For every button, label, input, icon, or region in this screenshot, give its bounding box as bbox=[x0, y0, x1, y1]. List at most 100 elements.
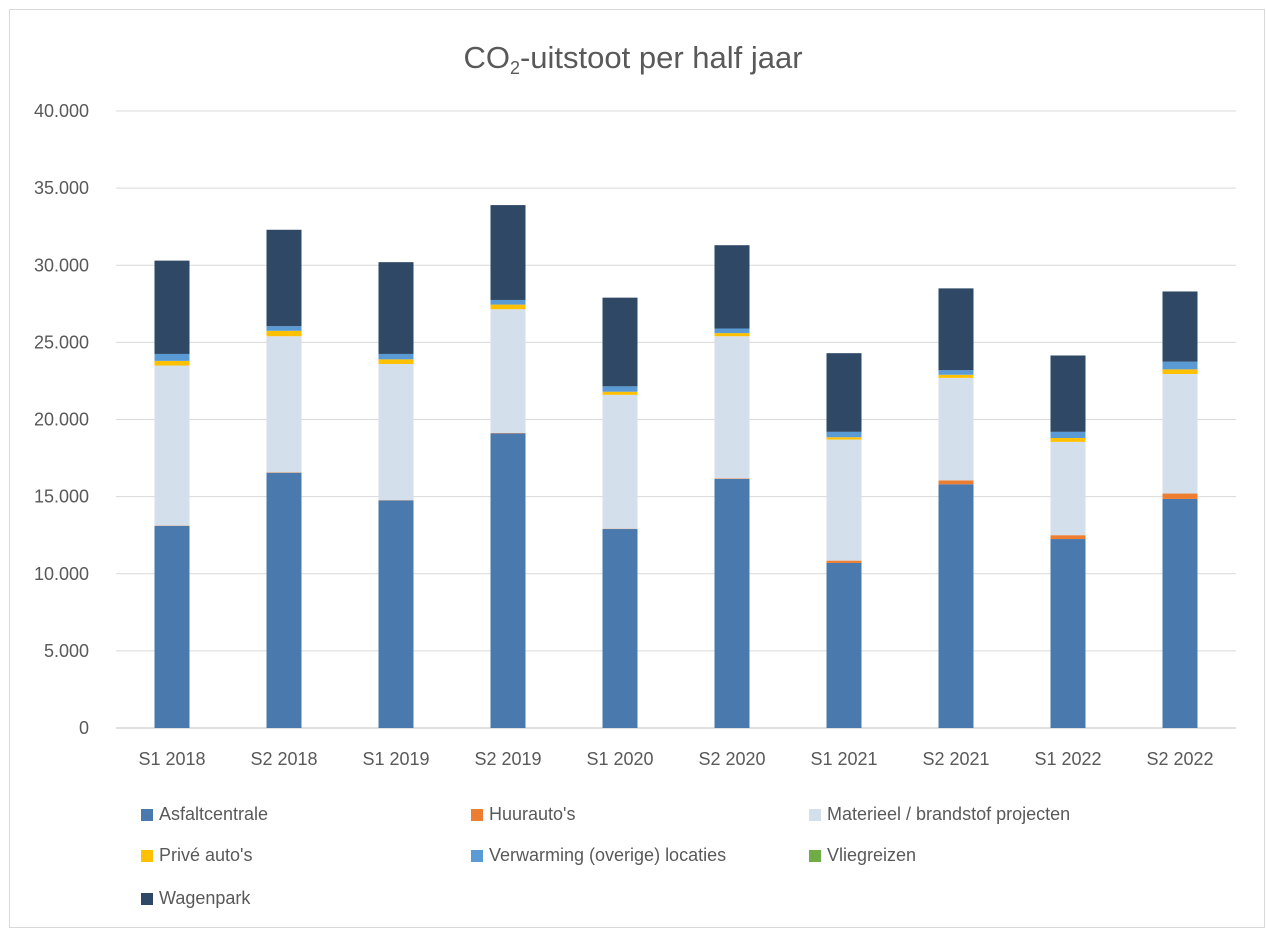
bar-segment bbox=[490, 309, 526, 433]
bar-segment bbox=[378, 262, 414, 354]
bar-segment bbox=[938, 288, 974, 371]
bar-segment bbox=[1050, 539, 1086, 728]
y-tick-label: 30.000 bbox=[34, 255, 89, 275]
legend-label: Privé auto's bbox=[159, 845, 253, 865]
legend-swatch bbox=[809, 808, 821, 821]
bar-segment bbox=[938, 370, 974, 375]
bar-segment bbox=[266, 472, 302, 728]
bar-segment bbox=[1050, 431, 1086, 439]
axes: 0 5.000 10.000 15.000 20.000 25.000 30.000 35.0… bbox=[34, 101, 1214, 769]
bar-segment bbox=[938, 377, 974, 481]
x-tick-label: S2 2022 bbox=[1146, 749, 1213, 769]
bar-segment bbox=[1162, 361, 1198, 370]
bar-segment bbox=[714, 245, 750, 329]
bar-segment bbox=[602, 297, 638, 387]
legend-item: Wagenpark bbox=[141, 888, 250, 909]
y-tick-label: 25.000 bbox=[34, 332, 89, 352]
bar-segment bbox=[1050, 441, 1086, 536]
bar-segment bbox=[826, 560, 862, 563]
bar-segment bbox=[602, 391, 638, 395]
bar-segment bbox=[826, 439, 862, 561]
chart-title-rest: -uitstoot per half jaar bbox=[519, 40, 803, 75]
bar-segment bbox=[1162, 493, 1198, 499]
bar-segment bbox=[154, 525, 190, 728]
bar-segment bbox=[1162, 369, 1198, 374]
bar-segment bbox=[1162, 291, 1198, 362]
x-tick-label: S1 2018 bbox=[138, 749, 205, 769]
legend-swatch bbox=[471, 849, 483, 862]
bar-segment bbox=[154, 365, 190, 526]
bar-segment bbox=[154, 260, 190, 354]
bar-segment bbox=[154, 360, 190, 366]
bar-segment bbox=[1162, 498, 1198, 728]
x-tick-label: S1 2022 bbox=[1034, 749, 1101, 769]
bar-segment bbox=[154, 353, 190, 361]
bar-segment bbox=[938, 484, 974, 728]
bar-segment bbox=[378, 500, 414, 728]
bar-segment bbox=[1050, 535, 1086, 540]
x-tick-label: S1 2019 bbox=[362, 749, 429, 769]
bar-segment bbox=[714, 478, 750, 728]
legend-swatch bbox=[809, 849, 821, 862]
bar-segment bbox=[602, 394, 638, 529]
legend-swatch bbox=[141, 808, 153, 821]
y-tick-label: 40.000 bbox=[34, 101, 89, 121]
bar-segment bbox=[266, 326, 302, 331]
legend-label: Verwarming (overige) locaties bbox=[489, 845, 727, 865]
legend-swatch bbox=[471, 808, 483, 821]
bar-segment bbox=[378, 359, 414, 364]
y-tick-label: 5.000 bbox=[44, 641, 89, 661]
x-tick-label: S2 2018 bbox=[250, 749, 317, 769]
legend-item: Materieel / brandstof projecten bbox=[809, 804, 1070, 825]
bar-segment bbox=[490, 433, 526, 728]
bar-segment bbox=[602, 386, 638, 392]
legend-label: Wagenpark bbox=[159, 888, 251, 908]
legend-item: Huurauto's bbox=[471, 804, 575, 825]
x-tick-label: S1 2020 bbox=[586, 749, 653, 769]
y-tick-label: 35.000 bbox=[34, 178, 89, 198]
chart-title-main: CO bbox=[463, 40, 510, 75]
bar-segment bbox=[266, 330, 302, 337]
bar-segment bbox=[714, 336, 750, 479]
bar-segment bbox=[826, 353, 862, 432]
x-tick-label: S2 2021 bbox=[922, 749, 989, 769]
bar-segment bbox=[1050, 438, 1086, 442]
bar-segment bbox=[938, 480, 974, 485]
x-tick-label: S2 2019 bbox=[474, 749, 541, 769]
chart-title-subscript: 2 bbox=[509, 58, 520, 78]
bar-segment bbox=[826, 437, 862, 440]
bar-segment bbox=[938, 374, 974, 378]
x-tick-label: S1 2021 bbox=[810, 749, 877, 769]
bar-segment bbox=[1050, 355, 1086, 432]
bar-segment bbox=[826, 431, 862, 438]
bar-segment bbox=[1162, 373, 1198, 494]
legend-label: Vliegreizen bbox=[827, 845, 917, 865]
legend-label: Materieel / brandstof projecten bbox=[827, 804, 1071, 824]
legend-label: Asfaltcentrale bbox=[159, 804, 269, 824]
bar-segment bbox=[714, 328, 750, 334]
legend-item: Privé auto's bbox=[141, 845, 252, 866]
x-tick-label: S2 2020 bbox=[698, 749, 765, 769]
legend-swatch bbox=[141, 892, 153, 905]
y-tick-label: 0 bbox=[79, 718, 89, 738]
y-tick-label: 20.000 bbox=[34, 410, 89, 430]
legend-item: Asfaltcentrale bbox=[141, 804, 268, 825]
bar-segment bbox=[714, 333, 750, 337]
bar-segment bbox=[490, 304, 526, 310]
legend-item: Vliegreizen bbox=[809, 845, 916, 866]
legend-item: Verwarming (overige) locaties bbox=[471, 845, 726, 866]
y-tick-label: 10.000 bbox=[34, 564, 89, 584]
bar-segment bbox=[602, 529, 638, 728]
bar-segment bbox=[378, 353, 414, 360]
chart-title: CO2-uitstoot per half jaar bbox=[0, 40, 1266, 79]
bar-segment bbox=[378, 363, 414, 501]
bar-segment bbox=[490, 205, 526, 300]
bar-segment bbox=[266, 229, 302, 327]
bar-segment bbox=[490, 299, 526, 305]
bars bbox=[154, 205, 1198, 728]
y-tick-label: 15.000 bbox=[34, 487, 89, 507]
legend-swatch bbox=[141, 849, 153, 862]
bar-segment bbox=[266, 336, 302, 473]
bar-segment bbox=[826, 562, 862, 728]
